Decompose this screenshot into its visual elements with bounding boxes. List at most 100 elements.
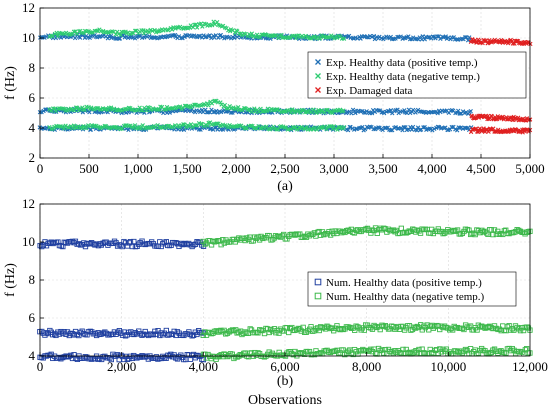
data-point xyxy=(496,231,503,237)
data-point xyxy=(464,226,471,233)
x-tick-label: 4,000 xyxy=(417,161,446,176)
data-point xyxy=(70,125,75,131)
x-tick-label: 5,000 xyxy=(515,161,544,176)
data-point xyxy=(431,109,437,115)
legend-marker xyxy=(314,292,322,300)
data-point xyxy=(334,323,340,329)
data-point xyxy=(309,36,314,41)
data-point xyxy=(477,324,483,330)
data-point xyxy=(123,123,128,128)
y-tick-label: 10 xyxy=(22,30,35,45)
data-point xyxy=(197,34,203,39)
data-point xyxy=(218,242,224,248)
data-point xyxy=(139,238,145,244)
data-point xyxy=(379,347,385,353)
data-point xyxy=(89,30,94,35)
data-point xyxy=(169,27,175,32)
data-point xyxy=(290,107,295,112)
data-point xyxy=(121,238,127,245)
series-1 xyxy=(37,238,207,363)
data-point xyxy=(169,106,174,111)
data-point xyxy=(205,101,210,106)
data-point xyxy=(524,229,530,236)
data-point xyxy=(177,104,183,109)
data-point xyxy=(461,348,467,354)
data-point xyxy=(287,35,292,40)
data-point xyxy=(229,327,236,333)
data-point xyxy=(95,356,101,362)
data-point xyxy=(211,19,216,24)
y-tick-label: 12 xyxy=(22,196,35,211)
data-point xyxy=(221,240,228,246)
data-point xyxy=(473,126,479,131)
series-2 xyxy=(47,19,347,132)
data-point xyxy=(69,238,76,245)
data-point xyxy=(169,331,176,338)
data-point xyxy=(345,348,351,354)
data-point xyxy=(437,346,443,352)
data-point xyxy=(317,36,323,41)
data-point xyxy=(83,33,89,39)
data-point xyxy=(517,327,524,334)
data-point xyxy=(400,230,406,236)
panel-label: (a) xyxy=(277,179,293,194)
data-point xyxy=(314,110,319,116)
data-point xyxy=(186,240,192,247)
data-point xyxy=(303,234,310,240)
data-point xyxy=(171,352,177,358)
data-point xyxy=(84,332,90,338)
panel-b-chart: 0 2,000 4,000 6,000 8,000 10,000 12,000 4 6 8 10 12… xyxy=(3,196,548,408)
legend-label: Num. Healthy data (negative temp.) xyxy=(326,291,485,303)
data-point xyxy=(105,36,111,41)
x-tick-label: 4,500 xyxy=(466,161,495,176)
data-point xyxy=(324,107,329,113)
data-point xyxy=(148,107,153,113)
data-point xyxy=(38,243,45,250)
data-point xyxy=(306,233,313,239)
data-point xyxy=(459,325,465,332)
data-point xyxy=(265,326,271,332)
data-point xyxy=(73,125,79,130)
data-point xyxy=(381,110,387,116)
data-point xyxy=(341,108,346,113)
data-point xyxy=(372,324,379,330)
y-tick-label: 4 xyxy=(29,348,36,363)
data-point xyxy=(361,327,367,333)
data-point xyxy=(198,21,204,26)
data-point xyxy=(232,30,238,36)
data-point xyxy=(414,323,420,330)
data-point xyxy=(176,34,182,39)
data-point xyxy=(500,114,505,120)
data-point xyxy=(304,109,310,115)
data-point xyxy=(379,322,385,328)
data-point xyxy=(304,124,310,130)
data-point xyxy=(274,234,281,240)
data-point xyxy=(243,106,248,111)
data-point xyxy=(376,125,381,130)
data-point xyxy=(152,328,158,334)
data-point xyxy=(390,227,397,233)
data-point xyxy=(348,226,355,233)
data-point xyxy=(435,111,440,116)
data-point xyxy=(209,22,215,28)
data-point xyxy=(493,117,498,122)
data-point xyxy=(228,110,234,115)
data-point xyxy=(124,356,131,362)
data-point xyxy=(56,354,62,361)
data-point xyxy=(150,332,156,338)
data-point xyxy=(192,102,197,107)
y-tick-label: 8 xyxy=(29,60,36,75)
data-point xyxy=(395,323,401,330)
data-point xyxy=(395,34,400,40)
data-point xyxy=(237,351,243,358)
data-point xyxy=(51,331,58,337)
data-point xyxy=(435,124,440,130)
y-axis-label: f (Hz) xyxy=(3,263,18,297)
data-point xyxy=(360,346,366,353)
data-point xyxy=(487,350,493,356)
data-point xyxy=(269,236,276,243)
data-point xyxy=(468,108,473,114)
data-point xyxy=(501,349,507,356)
data-point xyxy=(272,108,277,113)
data-point xyxy=(163,239,169,245)
